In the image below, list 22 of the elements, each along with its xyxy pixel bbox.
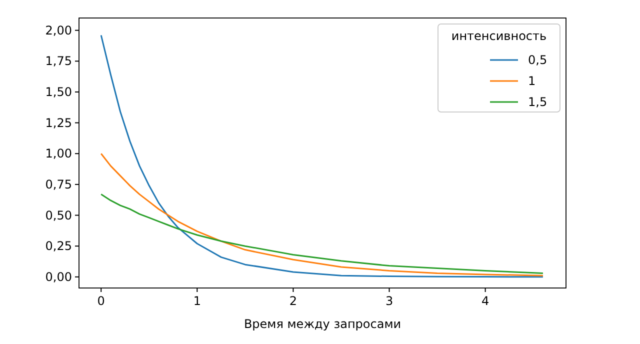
legend-label: 0,5	[528, 53, 548, 67]
x-tick-label: 1	[193, 294, 201, 308]
y-tick-label: 2,00	[45, 23, 72, 38]
legend-title: интенсивность	[451, 29, 547, 43]
legend-label: 1	[528, 74, 536, 88]
y-tick-label: 0,25	[45, 239, 72, 254]
y-tick-label: 1,75	[45, 54, 72, 68]
x-axis-title: Время между запросами	[244, 317, 402, 331]
line-series	[100, 194, 544, 274]
y-tick-label: 0,00	[45, 270, 72, 284]
x-tick-label: 0	[97, 294, 105, 308]
y-tick-label: 0,75	[45, 177, 72, 192]
y-tick-label: 1,00	[45, 146, 72, 161]
line-series	[100, 34, 544, 278]
legend-label: 1,5	[528, 95, 548, 109]
x-tick-label: 4	[481, 294, 490, 308]
x-tick-label: 2	[289, 294, 298, 308]
y-tick-label: 1,50	[45, 84, 72, 99]
y-tick-label: 0,50	[45, 208, 72, 222]
y-tick-label: 1,25	[45, 116, 72, 130]
x-tick-label: 3	[385, 294, 394, 308]
line-series	[100, 152, 544, 276]
